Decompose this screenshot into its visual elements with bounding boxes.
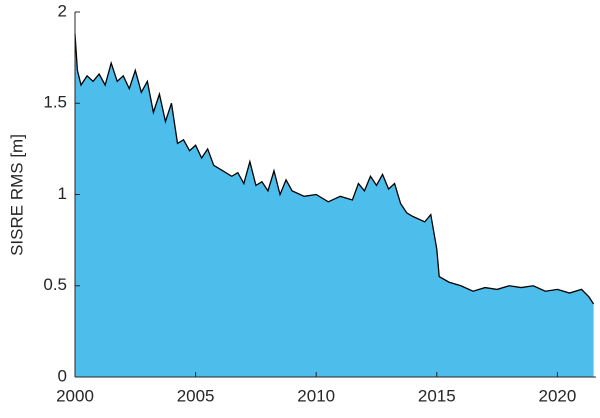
area-fill (75, 33, 594, 378)
y-tick-label: 0.5 (43, 275, 67, 294)
y-tick-label: 2 (58, 1, 67, 20)
x-tick-label: 2020 (538, 386, 576, 405)
y-tick-label: 1.5 (43, 93, 67, 112)
x-tick-label: 2010 (297, 386, 335, 405)
x-tick-label: 2005 (177, 386, 215, 405)
y-tick-label: 1 (58, 184, 67, 203)
x-tick-label: 2000 (56, 386, 94, 405)
y-axis-label: SISRE RMS [m] (7, 134, 26, 256)
line (74, 33, 595, 305)
y-tick-label: 0 (58, 366, 67, 385)
x-tick-label: 2015 (418, 386, 456, 405)
